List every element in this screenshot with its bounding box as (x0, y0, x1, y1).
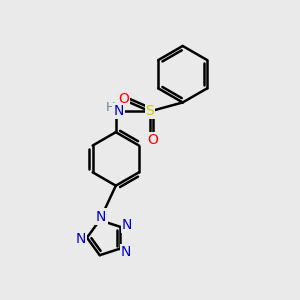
Text: N: N (121, 245, 131, 259)
Text: O: O (118, 92, 129, 106)
Text: N: N (96, 210, 106, 224)
Text: S: S (146, 104, 154, 118)
Text: N: N (75, 232, 85, 246)
Text: H: H (106, 101, 115, 114)
Text: N: N (122, 218, 132, 233)
Text: N: N (114, 104, 124, 118)
Text: O: O (147, 134, 158, 148)
